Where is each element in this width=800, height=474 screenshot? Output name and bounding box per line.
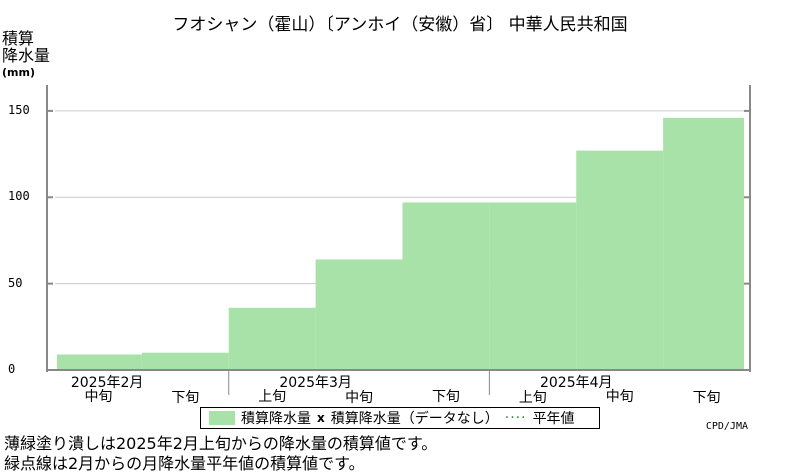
data-bar [228, 307, 316, 370]
credit: CPD/JMA [705, 421, 748, 432]
legend-missing-marker: x [317, 411, 325, 425]
data-bar [663, 117, 744, 371]
legend-series-label: 積算降水量 [241, 411, 311, 427]
y-axis-label: 積算 降水量 [2, 30, 50, 64]
legend-normal-label: 平年値 [532, 411, 575, 427]
y-tick-label: 50 [8, 275, 23, 290]
data-bar [141, 352, 229, 370]
y-axis-label-line-2: 降水量 [2, 46, 51, 65]
legend: 積算降水量 x 積算降水量（データなし） ···· 平年値 [200, 407, 600, 429]
x-tick-label: 上旬 [258, 389, 287, 405]
month-label: 2025年4月 [539, 375, 613, 391]
data-bar [489, 202, 577, 370]
x-tick-label: 下旬 [431, 389, 460, 405]
y-tick-label: 0 [8, 362, 16, 376]
y-tick-label: 150 [8, 102, 30, 117]
month-label: 2025年3月 [279, 375, 352, 391]
legend-dotted-line-icon: ···· [504, 410, 527, 426]
x-tick-label: 中旬 [84, 389, 113, 405]
data-bar [576, 150, 664, 370]
x-tick-label: 下旬 [692, 390, 721, 406]
y-axis-unit: (mm) [2, 66, 35, 79]
data-bar [315, 259, 403, 370]
y-tick-label: 100 [8, 189, 30, 204]
x-tick-label: 中旬 [605, 389, 634, 405]
legend-swatch [209, 411, 235, 425]
x-tick-label: 上旬 [518, 390, 547, 406]
x-tick-label: 中旬 [345, 390, 374, 406]
y-axis-label-line-1: 積算 [2, 29, 35, 48]
chart-title: フオシャン（霍山）〔アンホイ（安徽）省〕 中華人民共和国 [172, 15, 628, 35]
month-label: 2025年2月 [70, 375, 144, 391]
legend-missing-label: 積算降水量（データなし） [330, 411, 499, 427]
data-bar [57, 354, 142, 370]
note-line-1: 薄緑塗り潰しは2025年2月上旬からの降水量の積算値です。 [4, 434, 438, 453]
data-bar [402, 202, 490, 370]
note-line-2: 緑点線は2月からの月降水量平年値の積算値です。 [4, 454, 365, 473]
x-tick-label: 下旬 [171, 390, 200, 406]
